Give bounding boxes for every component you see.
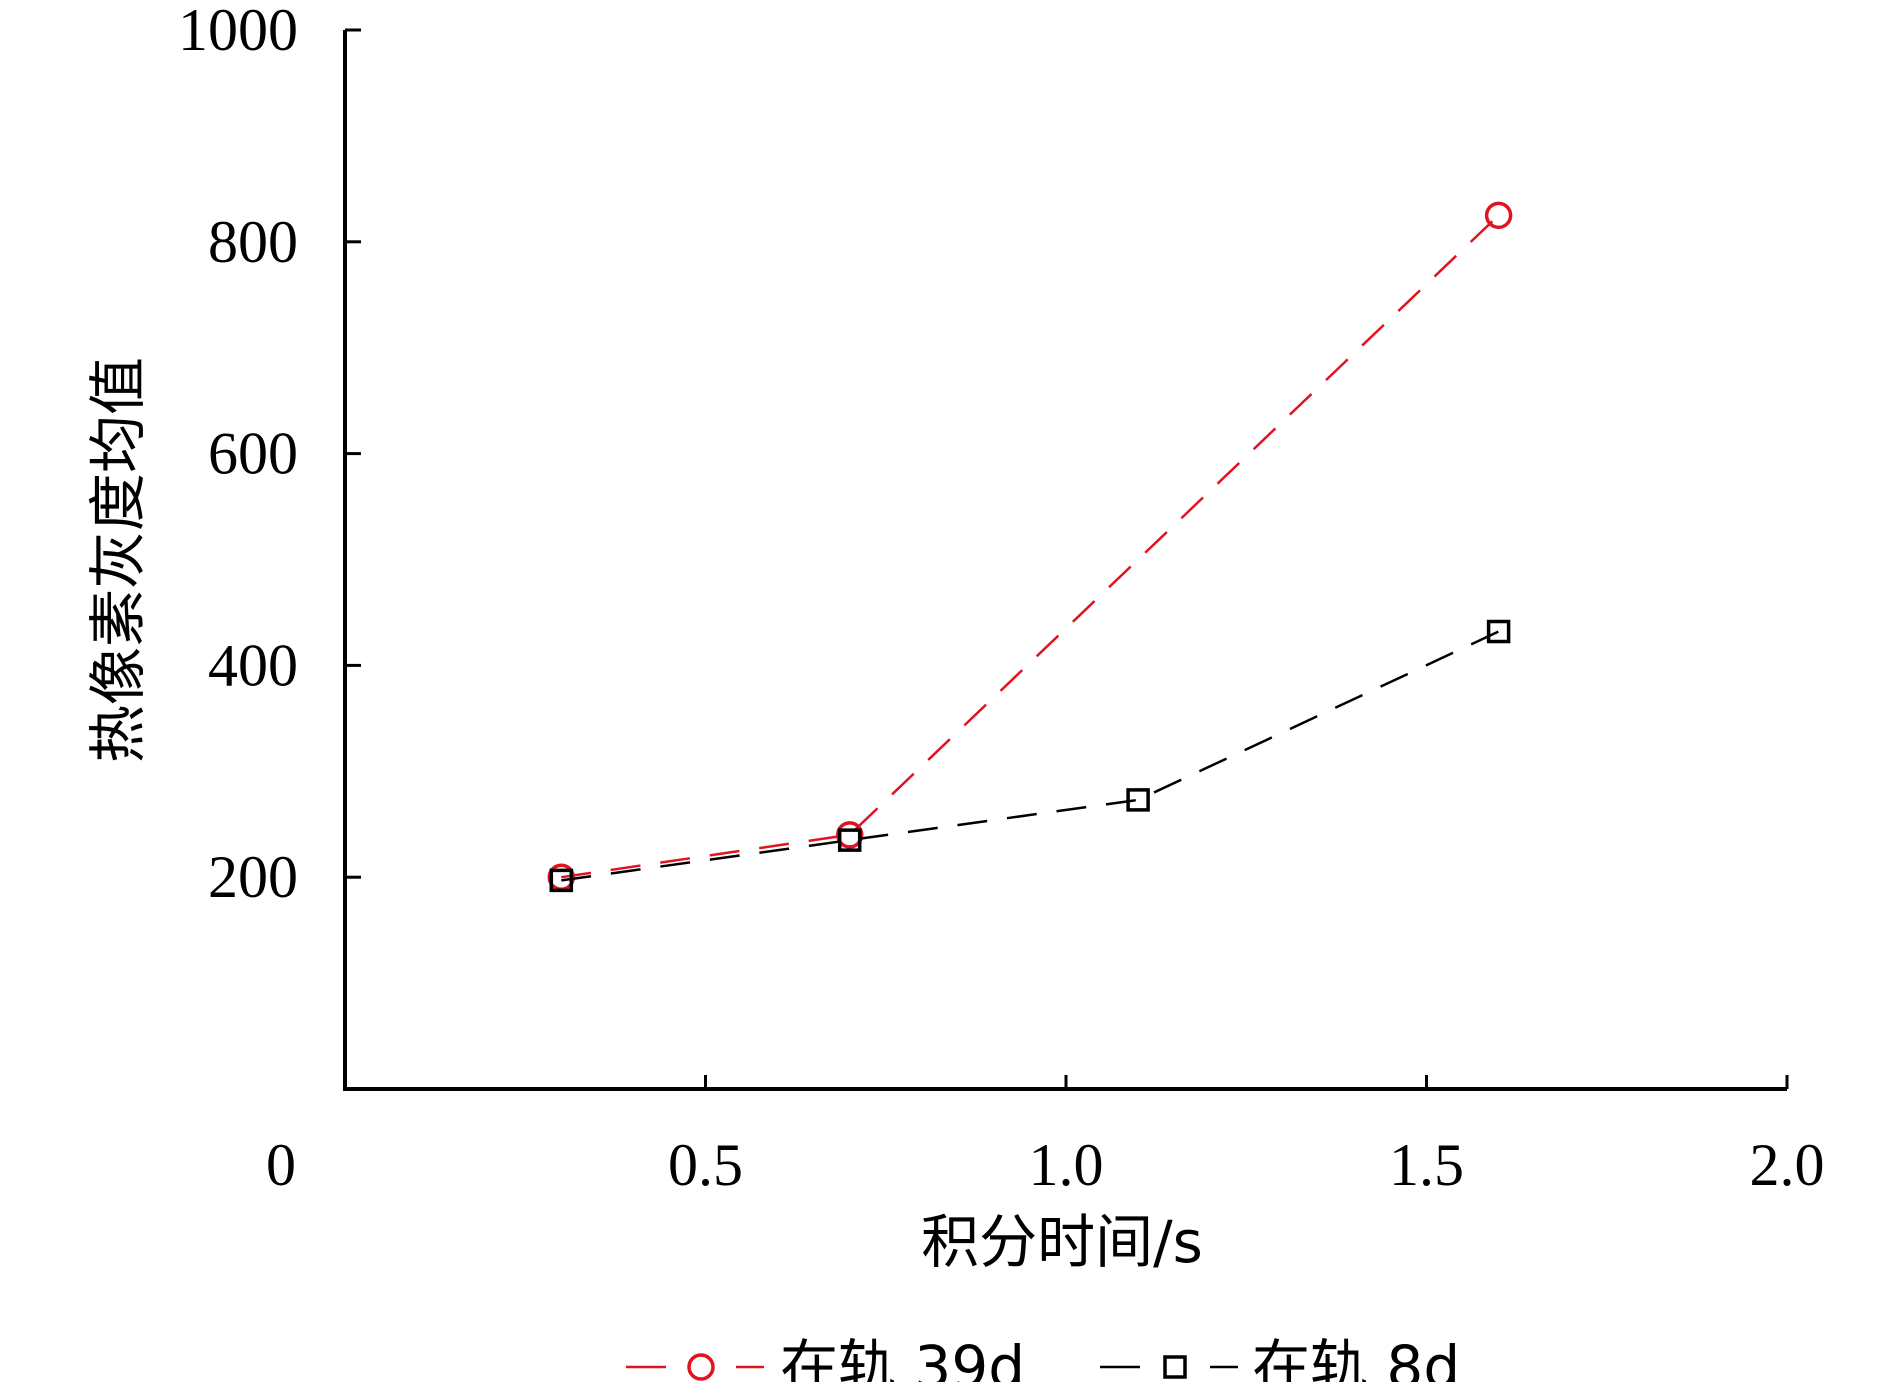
series-line xyxy=(561,630,1500,882)
axes xyxy=(343,30,1787,1091)
series-layer xyxy=(547,201,1513,893)
legend-item: 在轨 8d xyxy=(1100,1333,1460,1382)
data-point xyxy=(1126,788,1150,812)
data-point xyxy=(837,828,862,852)
y-tick-label: 600 xyxy=(208,421,298,487)
series-line xyxy=(561,214,1500,879)
legend-marker xyxy=(1163,1355,1187,1379)
data-point xyxy=(835,821,864,849)
series-1 xyxy=(547,201,1513,891)
x-tick-label: 1.5 xyxy=(1389,1132,1464,1198)
data-point xyxy=(549,868,574,893)
x-axis-title: 积分时间/s xyxy=(921,1208,1203,1276)
data-point xyxy=(1486,619,1511,644)
data-point xyxy=(1484,201,1513,230)
x-tick-label: 0 xyxy=(266,1132,296,1198)
legend-label: 在轨 8d xyxy=(1252,1333,1460,1382)
legend-item: 在轨 39d xyxy=(626,1333,1025,1382)
y-tick-label: 200 xyxy=(208,844,298,910)
y-axis-ticks: 200 400 600 800 1000 xyxy=(178,0,361,910)
x-tick-label: 0.5 xyxy=(668,1132,743,1198)
legend: 在轨 39d 在轨 8d xyxy=(626,1333,1460,1382)
y-tick-label: 400 xyxy=(208,632,298,698)
legend-marker xyxy=(687,1353,715,1381)
x-axis-ticks: 0 0.5 1.0 1.5 2.0 xyxy=(266,1075,1825,1198)
y-tick-label: 1000 xyxy=(178,0,298,63)
y-axis-title: 热像素灰度均值 xyxy=(84,357,152,763)
series-2 xyxy=(549,619,1511,893)
x-tick-label: 1.0 xyxy=(1029,1132,1104,1198)
legend-label: 在轨 39d xyxy=(780,1333,1025,1382)
y-tick-label: 800 xyxy=(208,209,298,275)
x-tick-label: 2.0 xyxy=(1750,1132,1825,1198)
